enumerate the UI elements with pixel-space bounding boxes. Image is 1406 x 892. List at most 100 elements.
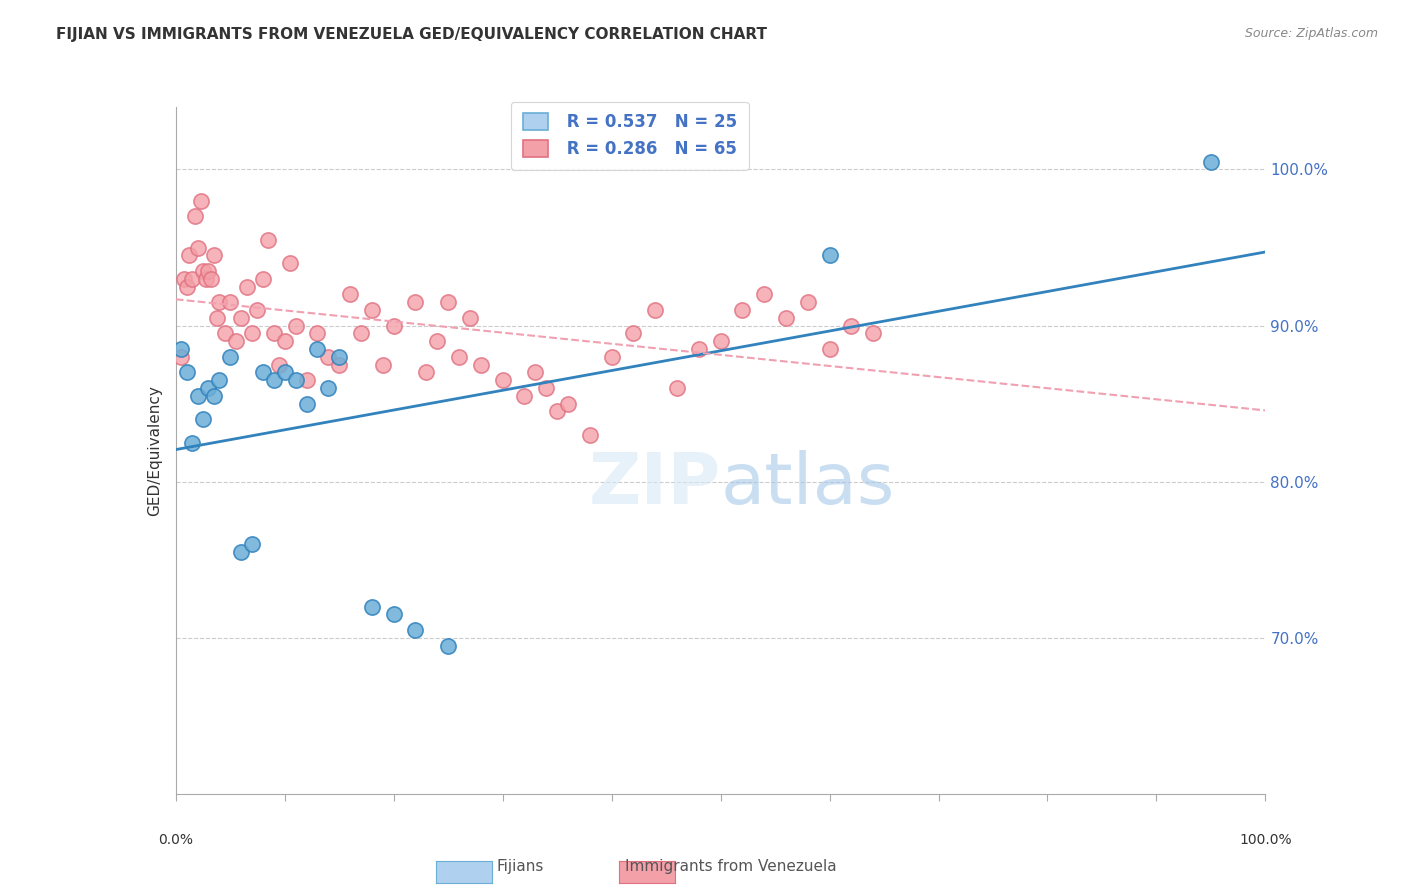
- Point: [186, 389, 209, 403]
- Point: [350, 326, 373, 341]
- Point: [557, 396, 579, 410]
- Point: [470, 358, 492, 372]
- Point: [246, 302, 269, 317]
- Point: [754, 287, 776, 301]
- Point: [371, 358, 394, 372]
- Point: [361, 302, 384, 317]
- Point: [274, 334, 297, 348]
- Point: [176, 279, 198, 293]
- Point: [191, 264, 214, 278]
- Point: [208, 373, 231, 387]
- Legend:  R = 0.537   N = 25,  R = 0.286   N = 65: R = 0.537 N = 25, R = 0.286 N = 65: [510, 102, 749, 169]
- Point: [361, 599, 384, 614]
- Point: [447, 350, 470, 364]
- Point: [600, 350, 623, 364]
- Point: [818, 248, 841, 262]
- Point: [862, 326, 884, 341]
- Point: [405, 623, 427, 637]
- Point: [195, 272, 218, 286]
- Point: [205, 310, 228, 325]
- Point: [339, 287, 361, 301]
- Point: [263, 373, 285, 387]
- Point: [190, 194, 212, 208]
- Point: [177, 248, 200, 262]
- Point: [524, 366, 547, 380]
- Point: [318, 350, 340, 364]
- Point: [219, 295, 242, 310]
- Point: [202, 248, 225, 262]
- Point: [666, 381, 689, 395]
- Point: [173, 272, 195, 286]
- Point: [186, 241, 209, 255]
- Point: [415, 366, 437, 380]
- Point: [328, 350, 350, 364]
- Point: [257, 233, 280, 247]
- Point: [1199, 154, 1222, 169]
- Point: [191, 412, 214, 426]
- Point: [546, 404, 568, 418]
- Point: [252, 272, 274, 286]
- Point: [731, 302, 754, 317]
- Point: [775, 310, 797, 325]
- Point: [278, 256, 301, 270]
- Point: [841, 318, 863, 333]
- Point: [170, 342, 193, 356]
- Point: [710, 334, 733, 348]
- Point: [181, 272, 204, 286]
- Point: [200, 272, 222, 286]
- Text: 100.0%: 100.0%: [1239, 833, 1292, 847]
- Point: [235, 279, 257, 293]
- Point: [197, 264, 219, 278]
- Text: ZIP: ZIP: [588, 450, 721, 519]
- Point: [307, 342, 329, 356]
- Point: [307, 326, 329, 341]
- Point: [818, 342, 841, 356]
- Text: FIJIAN VS IMMIGRANTS FROM VENEZUELA GED/EQUIVALENCY CORRELATION CHART: FIJIAN VS IMMIGRANTS FROM VENEZUELA GED/…: [56, 27, 768, 42]
- Point: [295, 396, 318, 410]
- Point: [176, 366, 198, 380]
- Point: [284, 318, 307, 333]
- Point: [208, 295, 231, 310]
- Y-axis label: GED/Equivalency: GED/Equivalency: [146, 385, 162, 516]
- Point: [284, 373, 307, 387]
- Point: [219, 350, 242, 364]
- Text: 0.0%: 0.0%: [159, 833, 193, 847]
- Point: [231, 310, 253, 325]
- Text: Source: ZipAtlas.com: Source: ZipAtlas.com: [1244, 27, 1378, 40]
- Text: atlas: atlas: [721, 450, 896, 519]
- Text: Fijians: Fijians: [496, 859, 544, 874]
- Point: [214, 326, 236, 341]
- Point: [318, 381, 340, 395]
- Point: [382, 607, 405, 622]
- Point: [579, 428, 602, 442]
- Point: [437, 295, 460, 310]
- Point: [513, 389, 536, 403]
- Point: [240, 326, 263, 341]
- Point: [197, 381, 219, 395]
- Point: [621, 326, 644, 341]
- Point: [295, 373, 318, 387]
- Point: [458, 310, 481, 325]
- Point: [170, 350, 193, 364]
- Point: [437, 639, 460, 653]
- Point: [405, 295, 427, 310]
- Point: [644, 302, 666, 317]
- Point: [426, 334, 449, 348]
- Point: [240, 537, 263, 551]
- Point: [184, 210, 207, 224]
- Point: [231, 545, 253, 559]
- Point: [797, 295, 820, 310]
- Point: [274, 366, 297, 380]
- Point: [688, 342, 710, 356]
- Point: [252, 366, 274, 380]
- Point: [269, 358, 291, 372]
- Point: [225, 334, 247, 348]
- Text: Immigrants from Venezuela: Immigrants from Venezuela: [626, 859, 837, 874]
- Point: [263, 326, 285, 341]
- Point: [534, 381, 557, 395]
- Point: [328, 358, 350, 372]
- Point: [202, 389, 225, 403]
- Point: [492, 373, 515, 387]
- Point: [181, 435, 204, 450]
- Point: [382, 318, 405, 333]
